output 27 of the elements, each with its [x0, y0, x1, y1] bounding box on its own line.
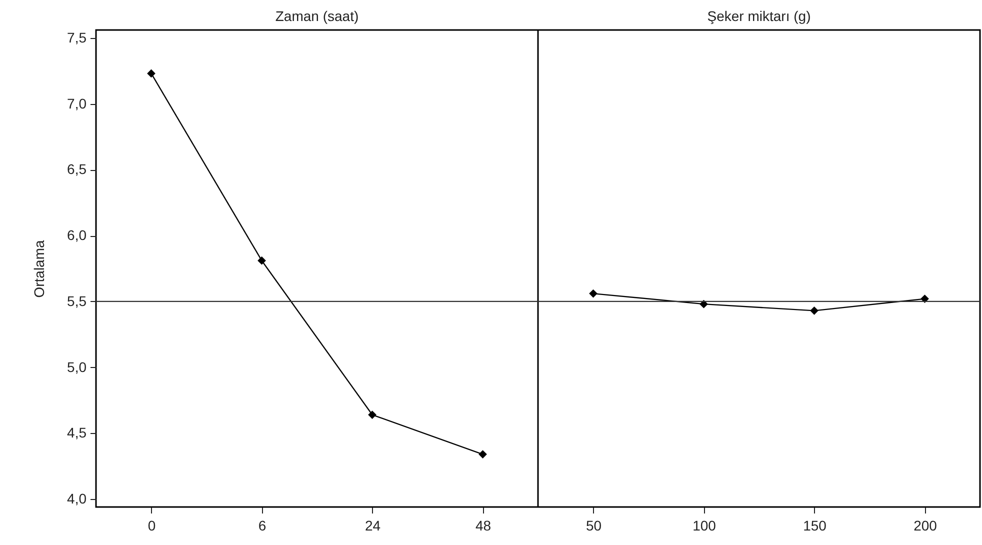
x-tick-label: 6 — [258, 518, 266, 534]
y-tick-label: 7,5 — [67, 29, 87, 46]
x-tick-label: 100 — [692, 518, 716, 534]
y-axis-title: Ortalama — [31, 240, 48, 298]
y-tick-label: 6,0 — [67, 227, 87, 244]
y-tick-label: 4,5 — [67, 424, 87, 441]
chart-title: Zaman (saat) — [275, 8, 359, 24]
point — [589, 289, 598, 298]
point — [920, 294, 929, 303]
y-tick-label: 5,5 — [67, 292, 87, 309]
x-tick-label: 48 — [475, 518, 492, 534]
x-tick-label: 0 — [148, 518, 156, 534]
y-tick-label: 5,0 — [67, 358, 87, 375]
point — [810, 306, 818, 315]
y-tick-label: 7,0 — [67, 95, 87, 112]
point — [258, 256, 266, 265]
point — [147, 69, 156, 78]
point — [368, 410, 376, 419]
point — [478, 450, 487, 458]
y-tick-label: 6,5 — [67, 161, 87, 178]
chart-title: Şeker miktarı (g) — [707, 8, 811, 24]
y-tick-label: 4,0 — [67, 490, 87, 507]
point — [700, 300, 708, 308]
x-tick-label: 50 — [586, 518, 602, 534]
x-tick-label: 24 — [364, 518, 381, 534]
x-tick-label: 150 — [803, 518, 827, 534]
x-tick-label: 200 — [914, 518, 938, 534]
